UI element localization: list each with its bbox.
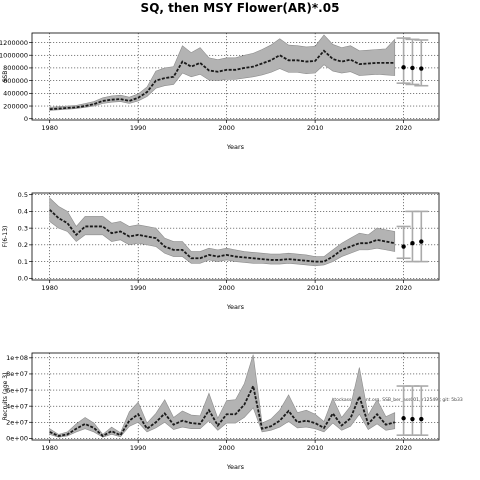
y-tick-label: 0.1 xyxy=(18,258,28,266)
plot-frame xyxy=(31,32,440,121)
y-tick-label: 2e+07 xyxy=(6,419,28,427)
x-tick-label: 1980 xyxy=(41,124,58,132)
forecast-median-point xyxy=(410,65,415,71)
forecast-median-point xyxy=(419,416,424,422)
x-tick-label: 2000 xyxy=(218,284,235,292)
y-tick-label: 0.5 xyxy=(18,191,28,199)
x-tick-label: 1990 xyxy=(130,124,147,132)
plot-frame xyxy=(31,192,440,281)
y-tick-label: 200000 xyxy=(3,102,28,110)
y-axis-label: SSB xyxy=(2,71,9,83)
chart-panel-1: 1980 1990 2000 2010 2020 0 200000 400000 600000 8… xyxy=(0,32,440,151)
x-tick-label: 1990 xyxy=(130,284,147,292)
y-tick-label: 4e+07 xyxy=(6,402,28,410)
x-tick-label: 2010 xyxy=(307,444,324,452)
x-tick-label: 2020 xyxy=(395,284,412,292)
x-tick-label: 1980 xyxy=(41,444,58,452)
estimate-line xyxy=(49,209,395,263)
y-tick-label: 1e+08 xyxy=(6,354,28,362)
y-tick-label: 0.0 xyxy=(18,275,28,283)
estimate-line xyxy=(49,383,395,438)
confidence-band xyxy=(49,34,396,111)
panels: 1980 1990 2000 2010 2020 0 200000 400000 600000 8… xyxy=(0,32,440,471)
y-tick-label: 600000 xyxy=(3,77,28,85)
x-tick-label: 2010 xyxy=(307,124,324,132)
source-note: stockassessment.org, SSB_ber_ass001, r12… xyxy=(332,397,463,403)
forecast-median-point xyxy=(410,416,415,422)
x-tick-label: 1990 xyxy=(130,444,147,452)
x-tick-label: 2020 xyxy=(395,124,412,132)
y-tick-label: 1000000 xyxy=(0,52,28,60)
x-axis-label: Years xyxy=(226,143,245,151)
y-tick-label: 0e+00 xyxy=(6,435,28,443)
y-tick-label: 800000 xyxy=(3,64,28,72)
x-tick-label: 2020 xyxy=(395,444,412,452)
x-axis-label: Years xyxy=(226,303,245,311)
x-tick-label: 2000 xyxy=(218,444,235,452)
y-axis-label: F(6-13) xyxy=(2,226,9,248)
forecast-median-point xyxy=(401,244,406,249)
forecast-median-point xyxy=(410,240,415,246)
chart-panel-3: 1980 1990 2000 2010 2020 0e+00 2e+07 4e+07 6e+07… xyxy=(2,352,440,471)
forecast-median-point xyxy=(419,66,424,71)
x-tick-label: 2010 xyxy=(307,284,324,292)
chart-panel-2: 1980 1990 2000 2010 2020 0.0 0.1 0.2 0.3 0.4 0.5 Ye… xyxy=(2,191,440,311)
y-tick-label: 400000 xyxy=(3,90,28,98)
forecast-median-point xyxy=(401,65,406,70)
x-axis-label: Years xyxy=(226,463,245,471)
estimate-line xyxy=(49,49,395,111)
y-tick-label: 0 xyxy=(24,115,28,123)
y-tick-label: 0.2 xyxy=(18,241,28,249)
x-tick-label: 2000 xyxy=(218,124,235,132)
confidence-band xyxy=(49,197,396,267)
forecast-median-point xyxy=(401,416,406,421)
figure-title: SQ, then MSY Flower(AR)*.05 xyxy=(141,1,340,15)
y-tick-label: 1200000 xyxy=(0,39,28,47)
forecast-median-point xyxy=(419,239,424,244)
plot-frame xyxy=(31,352,440,441)
y-tick-label: 6e+07 xyxy=(6,386,28,394)
y-tick-label: 0.4 xyxy=(18,208,28,216)
y-axis-label: Recruits (age 3) xyxy=(2,373,9,421)
y-tick-label: 8e+07 xyxy=(6,370,28,378)
y-tick-label: 0.3 xyxy=(18,224,28,232)
x-tick-label: 1980 xyxy=(41,284,58,292)
